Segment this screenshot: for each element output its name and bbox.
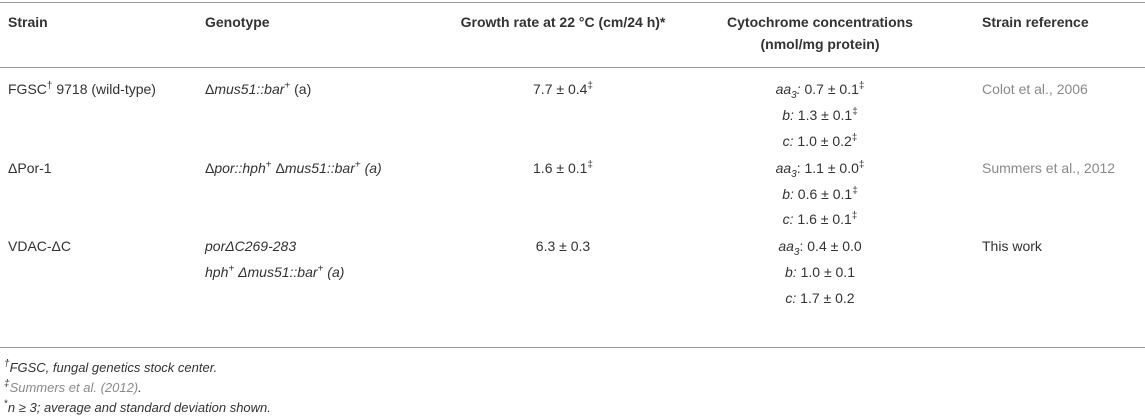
footnote: †FGSC, fungal genetics stock center. <box>4 359 217 377</box>
footnote-link[interactable]: Summers et al. (2012) <box>9 380 139 395</box>
text: . <box>138 380 142 395</box>
header-cell: Strain reference <box>982 14 1089 30</box>
cyto-line: c: 1.7 ± 0.2 <box>700 288 940 308</box>
cyto-line: b: 0.6 ± 0.1‡ <box>700 184 940 204</box>
genotype-cell: Δmus51::bar+ (a) <box>205 79 311 99</box>
header-cell: (nmol/mg protein) <box>760 36 880 52</box>
text: 1.1 ± 0.0 <box>800 160 859 176</box>
text: FGSC <box>8 81 47 97</box>
cyto-line: b: 1.3 ± 0.1‡ <box>700 105 940 125</box>
text: + <box>317 263 324 275</box>
text: + <box>265 159 272 171</box>
text: c: <box>785 290 797 306</box>
text: ‡ <box>587 80 593 92</box>
text: + <box>228 263 235 275</box>
text: 3 <box>793 246 800 258</box>
text: c: <box>782 211 794 227</box>
text: (a) <box>323 264 345 280</box>
text: ≥ 3; average and standard deviation show… <box>15 400 271 415</box>
text: : <box>796 81 801 97</box>
text: 7.7 ± 0.4 <box>533 81 588 97</box>
header-cell: Strain <box>8 14 48 30</box>
text: 3 <box>791 89 797 101</box>
text: 0.4 ± 0.0 <box>803 238 862 254</box>
text: mus51::bar <box>284 160 355 176</box>
genotype-cell: porΔC269-283 <box>205 236 296 256</box>
text: 3 <box>791 168 797 180</box>
cyto-line: aa3: 0.4 ± 0.0 <box>700 236 940 258</box>
text: * <box>4 398 8 410</box>
strain-cell: FGSC† 9718 (wild-type) <box>8 79 156 99</box>
cyto-line: aa3: 1.1 ± 0.0‡ <box>700 158 940 180</box>
text: mus51::bar <box>214 81 285 97</box>
text: aa <box>778 238 794 254</box>
text: hph <box>205 264 229 280</box>
cyto-line: b: 1.0 ± 0.1 <box>700 262 940 282</box>
genotype-cell: Δpor::hph+ Δmus51::bar+ (a) <box>205 158 382 178</box>
text: ΔC269-283 <box>225 238 297 254</box>
text: FGSC, fungal genetics stock center. <box>9 360 218 375</box>
text: + <box>354 159 361 171</box>
text: aa <box>775 81 792 97</box>
text: 1.3 ± 0.1 <box>793 107 853 123</box>
text: (a) <box>290 81 312 97</box>
text: 9718 (wild-type) <box>52 81 156 97</box>
text: b: <box>785 264 797 280</box>
text: b: <box>782 107 794 123</box>
text: mus51::bar <box>247 264 318 280</box>
text: 1.6 ± 0.1 <box>533 160 588 176</box>
reference-link[interactable]: Colot et al., 2006 <box>982 81 1088 97</box>
text: ‡ <box>851 210 858 222</box>
footnote: ‡Summers et al. (2012). <box>4 379 142 397</box>
growth-cell: 6.3 ± 0.3 <box>535 238 591 254</box>
text: 0.6 ± 0.1 <box>793 186 853 202</box>
text: 1.0 ± 0.1 <box>796 264 855 280</box>
text: † <box>4 358 10 370</box>
text: (a) <box>360 160 382 176</box>
text: Δ <box>205 81 215 97</box>
header-cell: Growth rate at 22 °C (cm/24 h)* <box>460 14 666 30</box>
text: + <box>284 80 291 92</box>
text: ‡ <box>4 378 10 390</box>
cyto-line: c: 1.0 ± 0.2‡ <box>700 131 940 151</box>
bottom-rule <box>0 347 1145 348</box>
reference-cell: This work <box>982 238 1042 254</box>
strain-cell: ΔPor-1 <box>8 160 52 176</box>
text: aa <box>775 160 792 176</box>
text: 1.7 ± 0.2 <box>796 290 855 306</box>
strain-cell: VDAC-ΔC <box>8 238 72 254</box>
footnote: *n ≥ 3; average and standard deviation s… <box>4 399 271 417</box>
growth-cell: 7.7 ± 0.4‡ <box>433 79 693 99</box>
text: : <box>796 160 801 176</box>
text: 1.0 ± 0.2 <box>793 133 852 149</box>
cyto-line: aa3: 0.7 ± 0.1‡ <box>700 79 940 101</box>
reference-link[interactable]: Summers et al., 2012 <box>982 160 1116 176</box>
genotype-cell: hph+ Δmus51::bar+ (a) <box>205 262 344 282</box>
header-cell: Genotype <box>205 14 270 30</box>
growth-cell: 1.6 ± 0.1‡ <box>433 158 693 178</box>
text: n <box>7 400 16 415</box>
cyto-line: c: 1.6 ± 0.1‡ <box>700 209 940 229</box>
text: ‡ <box>858 159 865 171</box>
text: ‡ <box>852 106 858 118</box>
text: ‡ <box>851 132 858 144</box>
header-rule <box>0 67 1145 68</box>
text: † <box>46 80 53 92</box>
text: Δ <box>205 160 215 176</box>
text: : <box>799 238 804 254</box>
text: ‡ <box>587 159 593 171</box>
text: 1.6 ± 0.1 <box>793 211 852 227</box>
text: por <box>205 238 226 254</box>
text: ‡ <box>852 185 858 197</box>
text: Δ <box>271 160 285 176</box>
text: por::hph <box>214 160 266 176</box>
text: 0.7 ± 0.1 <box>800 81 859 97</box>
text: Δ <box>234 264 248 280</box>
text: c: <box>782 133 794 149</box>
text: b: <box>782 186 794 202</box>
header-cell: Cytochrome concentrations <box>727 14 913 30</box>
text: ‡ <box>858 80 865 92</box>
top-rule <box>0 2 1145 3</box>
